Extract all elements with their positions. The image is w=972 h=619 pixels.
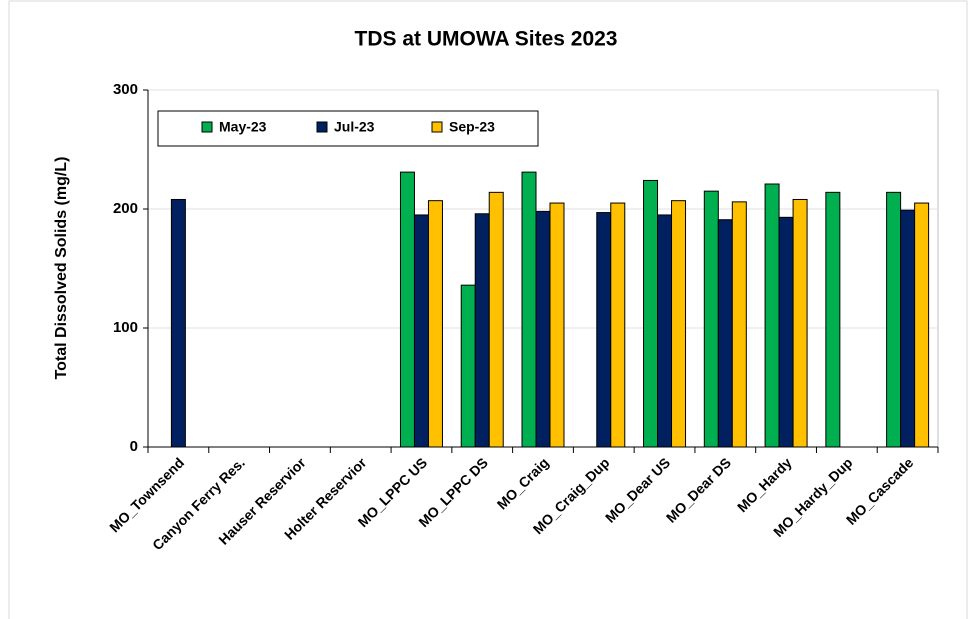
bar [703, 190, 719, 448]
legend-swatch [201, 121, 213, 133]
bar [886, 191, 902, 448]
legend-swatch [431, 121, 443, 133]
bar [460, 284, 476, 448]
y-tick-label: 0 [130, 438, 138, 455]
legend-box [157, 110, 539, 147]
y-axis-label: Total Dissolved Solids (mg/L) [53, 157, 70, 380]
bar [610, 202, 626, 448]
bar [900, 209, 916, 448]
bar [717, 219, 733, 448]
bar [413, 214, 429, 448]
bar [914, 202, 930, 448]
bar [671, 200, 687, 448]
legend-label: Jul-23 [334, 119, 375, 135]
legend-label: Sep-23 [449, 119, 495, 135]
bar [488, 191, 504, 448]
bar [170, 198, 186, 448]
legend-swatch [316, 121, 328, 133]
bar [778, 216, 794, 448]
bar [521, 171, 537, 448]
bar [825, 191, 841, 448]
bar [549, 202, 565, 448]
bar [731, 201, 747, 448]
bar [764, 183, 780, 448]
bar [657, 214, 673, 448]
y-tick-label: 100 [113, 319, 138, 336]
bar [535, 210, 551, 448]
bar [427, 200, 443, 448]
chart-title: TDS at UMOWA Sites 2023 [355, 28, 618, 51]
y-tick-label: 300 [113, 81, 138, 98]
bar [643, 179, 659, 448]
y-tick-label: 200 [113, 200, 138, 217]
legend-label: May-23 [219, 119, 267, 135]
bar [596, 212, 612, 448]
bar [474, 213, 490, 448]
bar [399, 171, 415, 448]
bar [792, 198, 808, 448]
